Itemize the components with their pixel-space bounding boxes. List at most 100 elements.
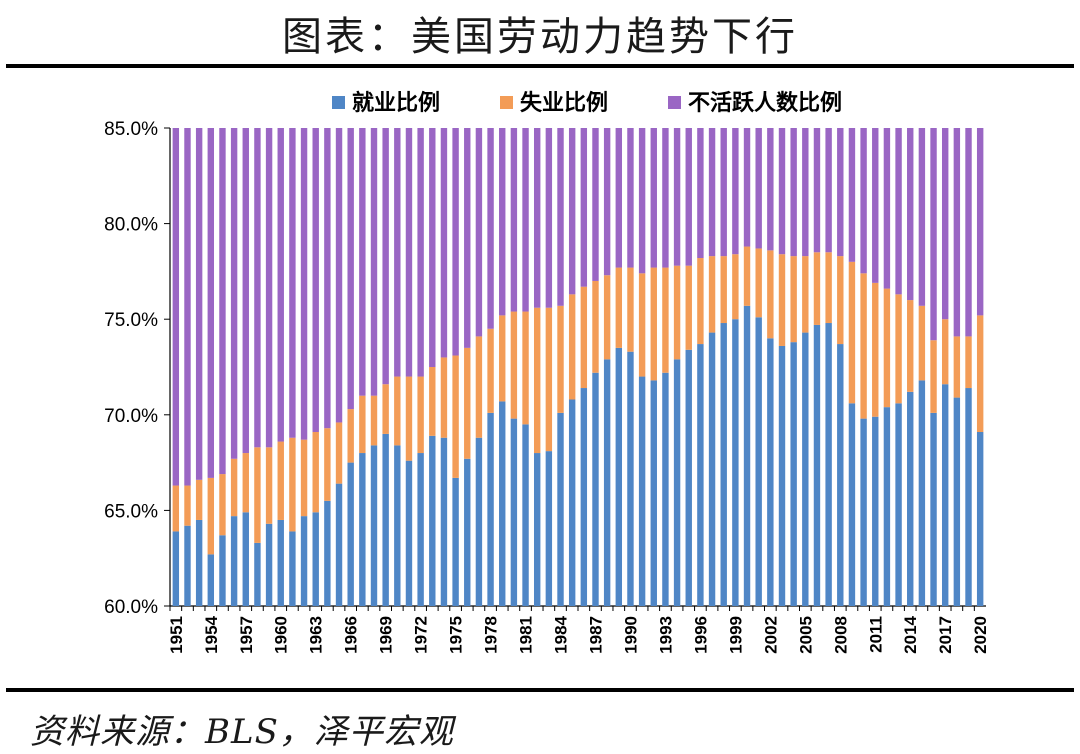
bar-segment [242,453,249,513]
stacked-bar-chart: 60.0%65.0%70.0%75.0%80.0%85.0% 1951 1954 1… [104,90,990,654]
bar-segment [813,128,821,253]
bar-segment [499,315,506,402]
bar-segment [405,376,413,461]
bar-segment [184,485,191,526]
bar-segment [557,305,564,413]
bar-segment [638,376,646,606]
x-tick-label: 2011 [866,616,885,653]
bar-segment [265,523,273,606]
bar-segment [603,275,611,360]
bar-segment [417,128,424,377]
bar-segment [662,267,669,373]
bar-segment [825,323,832,606]
bar-segment [347,128,354,410]
bar-segment [510,418,518,606]
y-tick-label: 60.0% [104,597,158,618]
bar-segment [743,128,751,247]
bar-segment [778,345,786,606]
bar-segment [254,447,261,543]
x-tick-label: 1996 [691,616,710,654]
top-divider [6,64,1074,68]
bar-segment [697,128,704,259]
bar-segment [708,332,716,606]
bar-segment [300,439,308,517]
bar-segment [603,128,611,276]
bar-segment [662,372,669,606]
bar-segment [429,435,436,606]
bar-segment [592,372,599,606]
bar-segment [475,128,483,337]
bar-segment [743,246,751,306]
x-tick-label: 1960 [272,616,291,654]
x-tick-label: 1963 [307,616,326,654]
bar-segment [300,516,308,606]
bar-segment [930,340,937,413]
bar-segment [580,388,588,606]
x-tick-label: 1972 [412,616,431,654]
bar-segment [277,519,284,606]
bar-segment [650,128,657,268]
bar-segment [941,128,949,320]
bar-segment [172,128,180,486]
bar-segment [487,328,494,413]
bar-segment [440,357,448,438]
bar-segment [184,525,191,606]
bar-segment [872,416,879,606]
bar-segment [848,403,856,606]
bar-segment [708,256,716,333]
bar-segment [195,128,203,480]
bar-segment [848,128,856,262]
bar-segment [265,447,273,524]
bar-segment [230,516,238,606]
legend-swatch [668,96,681,109]
bar-segment [312,512,319,606]
bar-segment [767,250,774,339]
bar-segment [464,458,471,606]
bar-segment [172,531,180,606]
bar-segment [557,412,564,606]
bar-segment [394,128,401,377]
bar-segment [545,451,553,606]
bar-segment [662,128,669,268]
bar-segment [230,458,238,517]
bar-segment [207,477,215,555]
y-axis-ticks: 60.0% 65.0% 70.0% 75.0% 80.0% 85.0% [104,119,170,618]
bar-segment [685,128,692,266]
bar-segment [417,453,424,606]
bar-segment [533,307,541,454]
bar-segment [673,359,681,606]
bar-segment [790,342,797,606]
bar-segment [568,399,576,606]
bar-segment [732,254,739,320]
bar-segment [767,338,774,606]
x-tick-label: 1957 [237,616,256,654]
bar-segment [941,384,949,606]
bar-segment [452,355,459,478]
bar-segment [627,267,634,352]
bar-segment [417,376,424,454]
bar-segment [580,128,588,287]
x-tick-label: 1975 [447,616,466,654]
bar-segment [720,128,727,257]
bar-segment [907,128,914,301]
bar-segment [883,288,891,408]
bar-segment [755,128,762,249]
bar-segment [953,397,961,606]
bar-segment [813,324,821,606]
bar-segment [755,317,762,606]
legend-label: 就业比例 [352,90,440,116]
bar-segment [335,422,343,484]
bar-segment [464,128,471,348]
legend-label: 失业比例 [520,91,608,116]
bar-segment [778,128,786,255]
bar-segment [219,535,226,606]
bar-segment [219,474,226,536]
bar-segment [953,128,961,337]
bar-segment [359,453,366,606]
bar-segment [195,519,203,606]
bar-segment [941,319,949,385]
bar-segment [207,128,215,478]
bar-segment [522,128,529,312]
bar-segment [289,128,296,438]
bar-segment [452,128,459,356]
